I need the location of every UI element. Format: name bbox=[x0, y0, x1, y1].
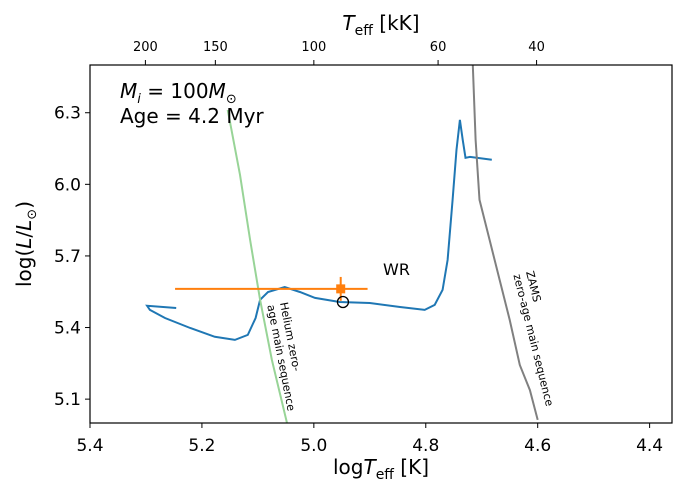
mass-label-part: i bbox=[137, 92, 141, 107]
x2-tick-label: 150 bbox=[203, 40, 228, 55]
y-tick-label: 6.3 bbox=[54, 104, 81, 124]
track-line bbox=[471, 65, 539, 421]
x2-tick-label: 60 bbox=[430, 40, 447, 55]
wr-marker bbox=[336, 284, 346, 294]
y-label-part: / bbox=[12, 231, 36, 238]
y-tick-label: 6.0 bbox=[54, 175, 81, 195]
x-tick-label: 4.8 bbox=[412, 436, 439, 456]
mass-label-part: M bbox=[209, 79, 226, 103]
mass-label-part: M bbox=[120, 79, 137, 103]
track-line bbox=[145, 119, 492, 341]
y-label-part: L bbox=[12, 220, 36, 231]
x2-axis-label: Teff [kK] bbox=[342, 11, 419, 39]
mass-label-part: ⊙ bbox=[226, 92, 237, 107]
y-label-part: log( bbox=[12, 249, 36, 287]
axes-frame bbox=[89, 64, 673, 424]
x2-label-part: T bbox=[342, 11, 356, 35]
age-label: Age = 4.2 Myr bbox=[120, 104, 264, 128]
y-label-part: ) bbox=[12, 201, 36, 209]
x-label-part: [K] bbox=[394, 455, 429, 479]
plot-area bbox=[145, 65, 539, 423]
model-marker bbox=[336, 295, 350, 309]
x-tick-label: 5.0 bbox=[300, 436, 327, 456]
x2-tick-label: 100 bbox=[301, 40, 326, 55]
y-tick-label: 5.7 bbox=[54, 247, 81, 267]
y-label-part: L bbox=[12, 238, 36, 249]
y-label-part: ⊙ bbox=[25, 209, 40, 220]
x-label-part: T bbox=[363, 455, 377, 479]
x-tick-label: 5.2 bbox=[188, 436, 215, 456]
x2-tick-label: 200 bbox=[133, 40, 158, 55]
x-tick-label: 4.4 bbox=[636, 436, 663, 456]
y-axis-label: log(L/L⊙) bbox=[12, 201, 40, 287]
x2-tick-label: 40 bbox=[528, 40, 545, 55]
wr-label: WR bbox=[383, 260, 410, 279]
mass-label: Mi = 100M⊙ bbox=[120, 79, 237, 107]
x-label-part: log bbox=[333, 455, 364, 479]
y-tick-label: 5.4 bbox=[54, 319, 81, 339]
zams-label: ZAMSzero-age main sequence bbox=[510, 270, 568, 408]
track-line bbox=[226, 109, 288, 423]
x-label-part: eff bbox=[376, 467, 395, 483]
x2-label-part: [kK] bbox=[373, 11, 420, 35]
mass-label-part: = 100 bbox=[141, 79, 209, 103]
x-tick-label: 5.4 bbox=[76, 436, 103, 456]
x-tick-label: 4.6 bbox=[524, 436, 551, 456]
x-axis-label: logTeff [K] bbox=[333, 455, 429, 483]
y-tick-label: 5.1 bbox=[54, 390, 81, 410]
x2-label-part: eff bbox=[355, 23, 374, 39]
